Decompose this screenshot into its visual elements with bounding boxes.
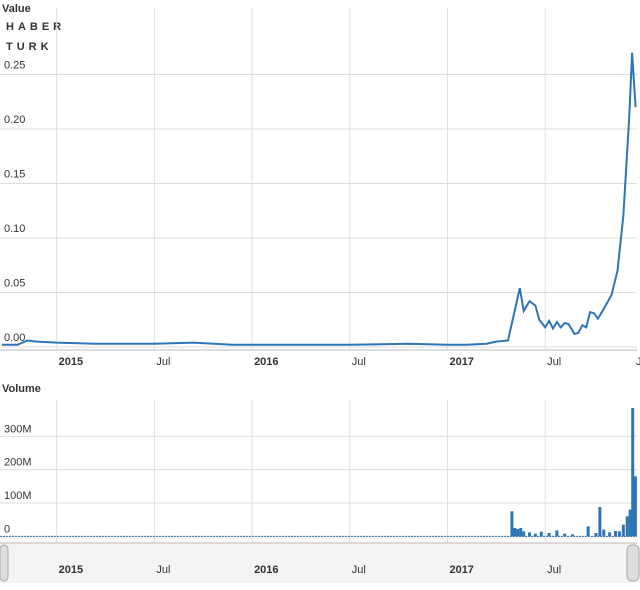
y-tick-label: 0.05 [4,278,25,290]
volume-bar [555,530,559,537]
volume-bar [510,511,514,537]
x-tick-label: 2016 [254,356,278,368]
x-tick-label: Jul [156,564,170,576]
y-tick-label: 0 [4,523,10,535]
x-tick-label: J [636,356,640,368]
x-tick-label: 2015 [59,564,83,576]
volume-bar [571,534,575,537]
volume-bar [539,531,543,537]
x-tick-label: Jul [156,356,170,368]
navigator-handle-left[interactable] [0,544,9,582]
y-tick-label: 0.20 [4,114,25,126]
volume-bar [586,526,590,537]
volume-bar [513,528,517,537]
y-tick-label: 300M [4,423,32,435]
x-tick-label: 2017 [449,564,473,576]
x-tick-label: Jul [352,356,366,368]
volume-bar [614,531,618,537]
x-tick-label: Jul [547,356,561,368]
y-tick-label: 100M [4,490,32,502]
volume-bar [602,529,606,537]
volume-bar [628,509,632,537]
x-tick-label: Jul [352,564,366,576]
chart-title: Value [2,3,31,15]
volume-bar [563,533,567,537]
y-tick-label: 0.10 [4,223,25,235]
volume-bar [533,533,537,537]
y-tick-label: 200M [4,457,32,469]
volume-bar [598,507,602,537]
chart-title: Volume [2,383,41,395]
volume-bar [522,531,526,537]
watermark: HABER [6,21,65,33]
volume-bar [625,516,629,537]
volume-bar [547,533,551,537]
watermark: TURK [6,41,53,53]
volume-bar [516,529,520,537]
volume-bar [519,528,523,537]
volume-bar [631,408,635,537]
volume-bar [594,533,598,537]
volume-bar [633,476,637,537]
y-tick-label: 0.00 [4,332,25,344]
y-tick-label: 0.15 [4,169,25,181]
x-tick-label: 2016 [254,564,278,576]
x-tick-label: Jul [547,564,561,576]
volume-bar [528,532,532,537]
navigator-handle-right[interactable] [626,544,640,582]
value-line [2,52,637,346]
y-tick-label: 0.25 [4,60,25,72]
volume-bar [621,524,625,537]
volume-bar [617,531,621,537]
volume-bar [608,532,612,537]
x-tick-label: 2017 [449,356,473,368]
x-tick-label: 2015 [59,356,83,368]
navigator [0,543,640,583]
